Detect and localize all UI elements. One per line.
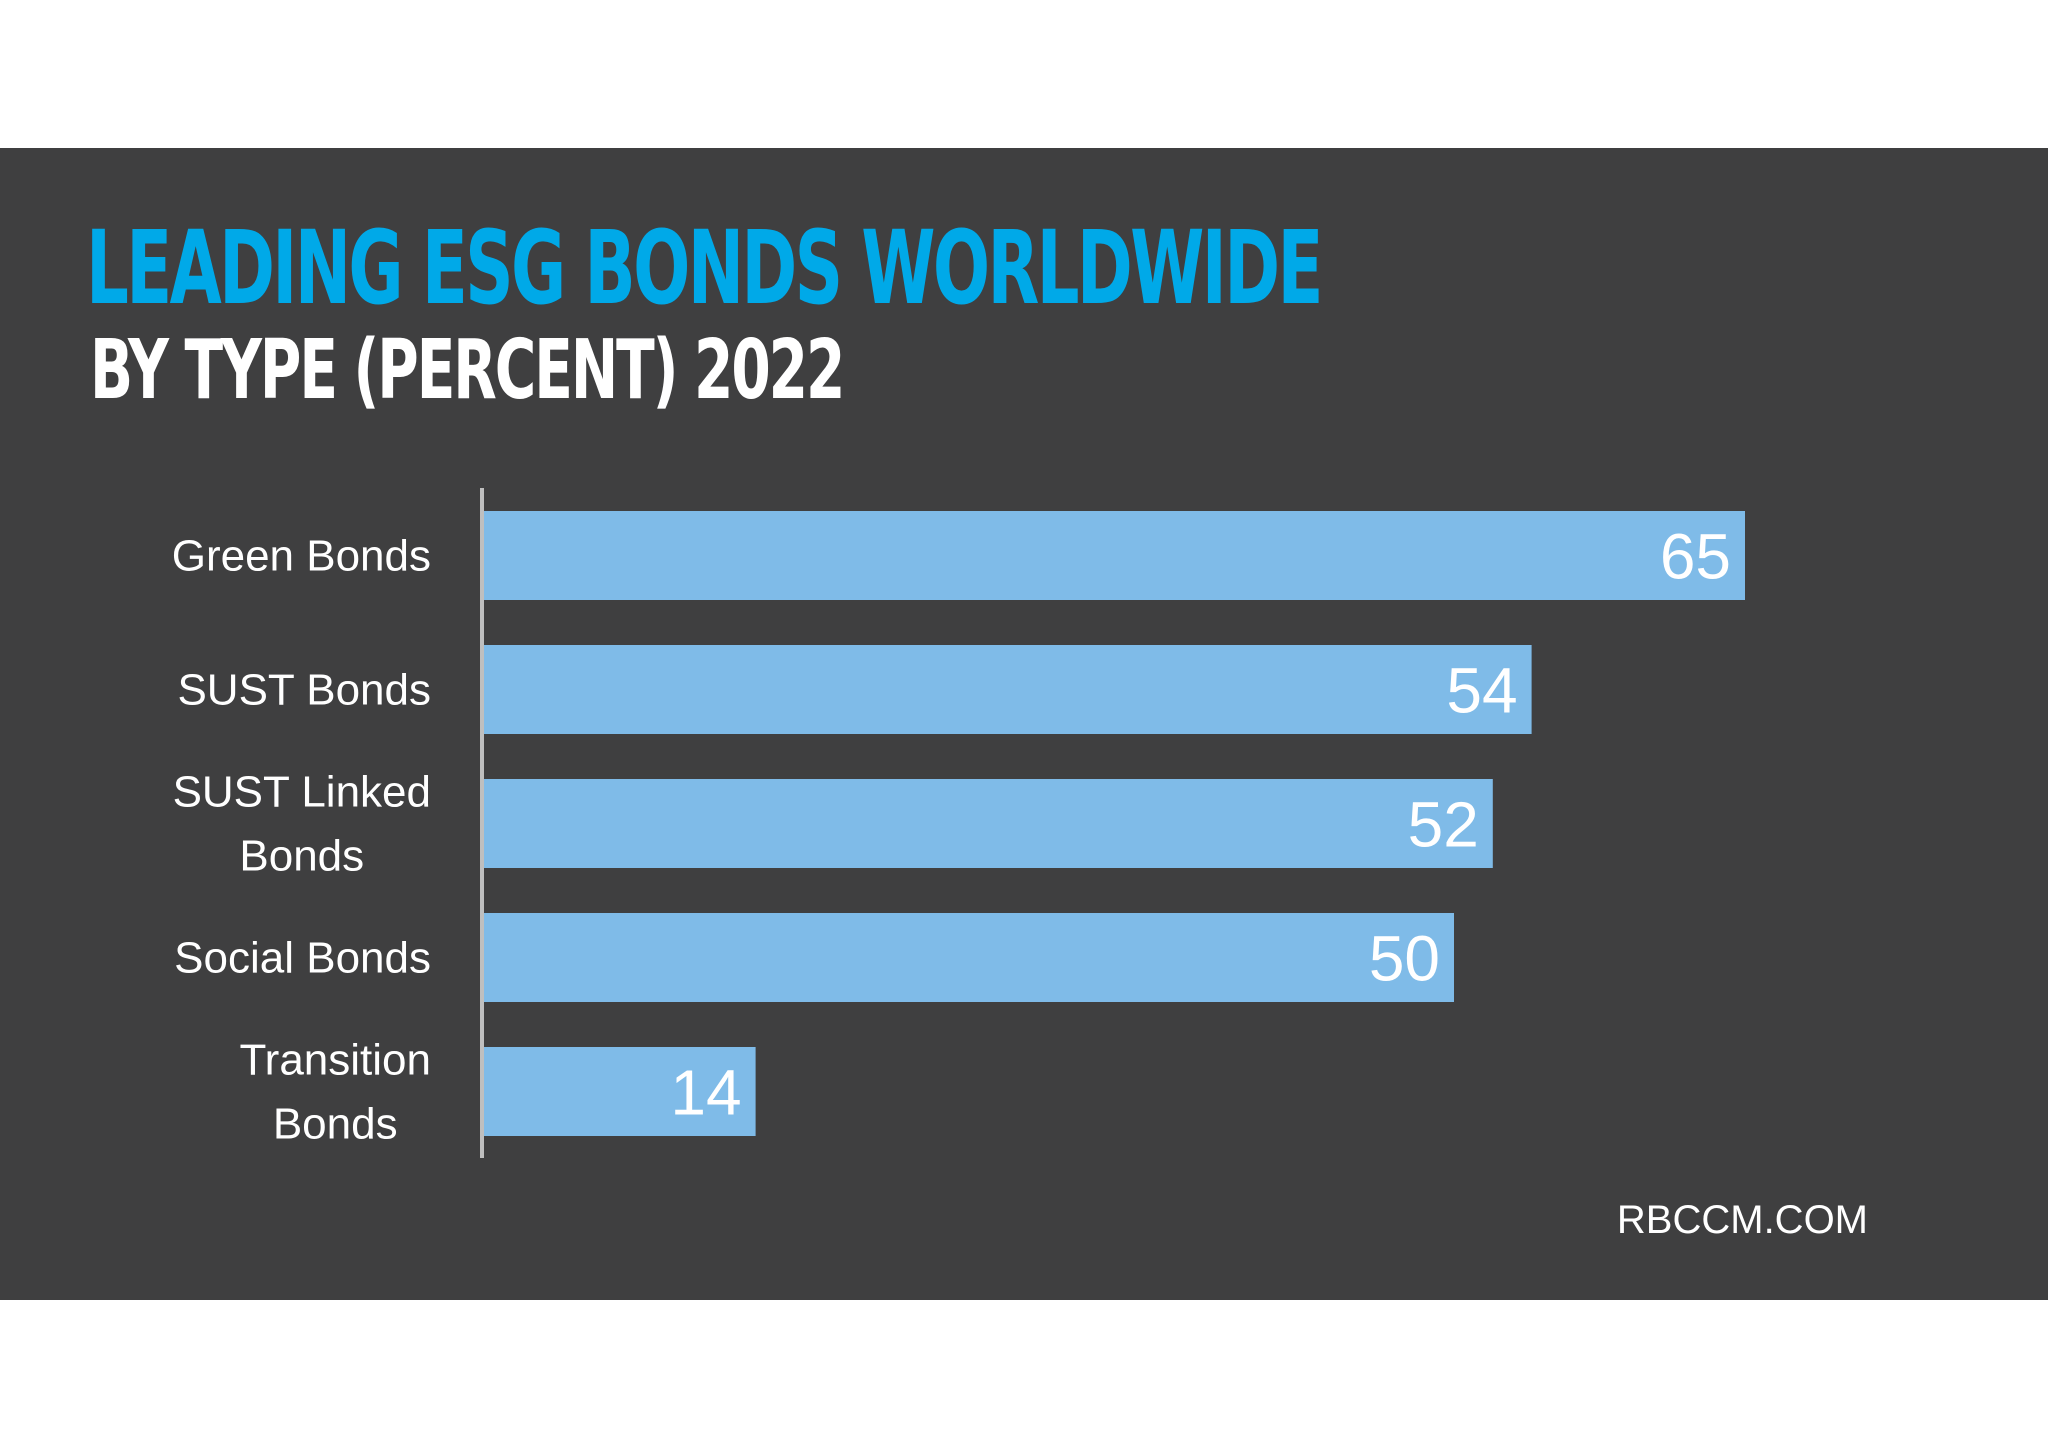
value-label-3: 50 bbox=[1369, 923, 1440, 995]
category-label-0: Green Bonds bbox=[172, 532, 431, 581]
source-label: RBCCM.COM bbox=[1616, 1198, 1868, 1242]
category-label-1: SUST Bonds bbox=[177, 666, 431, 715]
bars bbox=[484, 511, 1745, 1136]
bar-3 bbox=[484, 913, 1454, 1002]
value-label-0: 65 bbox=[1660, 521, 1731, 593]
bar-2 bbox=[484, 779, 1493, 868]
bar-4 bbox=[484, 1047, 756, 1136]
chart-title: LEADING ESG BONDS WORLDWIDE bbox=[86, 209, 1323, 328]
category-labels: Green Bonds SUST Bonds SUST Linked Bonds Soc… bbox=[172, 532, 431, 1149]
value-labels: 65 54 52 50 14 bbox=[670, 521, 1731, 1129]
bar-0 bbox=[484, 511, 1745, 600]
chart-subtitle: BY TYPE (PERCENT) 2022 bbox=[90, 323, 845, 418]
value-label-4: 14 bbox=[670, 1057, 741, 1129]
category-label-4: Transition Bonds bbox=[239, 1036, 431, 1149]
value-label-2: 52 bbox=[1408, 789, 1479, 861]
bar-1 bbox=[484, 645, 1532, 734]
value-label-1: 54 bbox=[1446, 655, 1517, 727]
category-label-2: SUST Linked Bonds bbox=[173, 768, 431, 881]
category-label-3: Social Bonds bbox=[174, 934, 431, 983]
